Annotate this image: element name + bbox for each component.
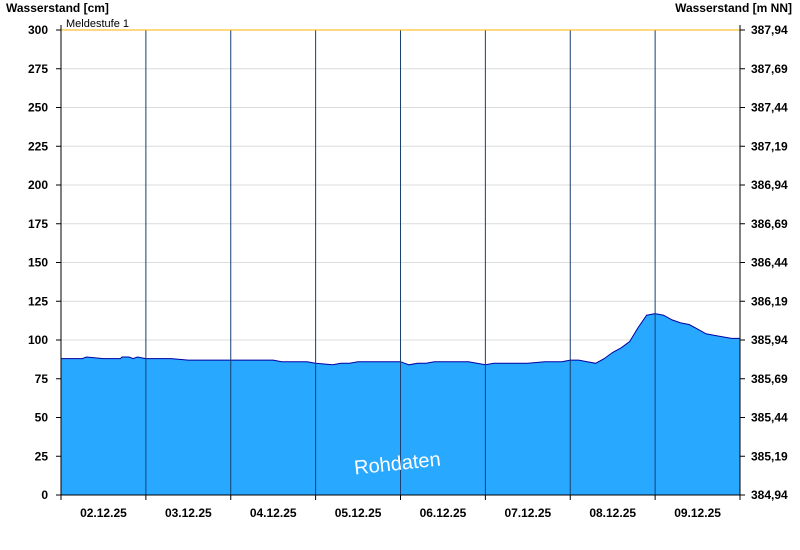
- y-tick-label-right: 385,44: [751, 411, 788, 425]
- x-tick-label: 04.12.25: [250, 506, 297, 520]
- x-tick-label: 06.12.25: [420, 506, 467, 520]
- y-tick-label-right: 387,94: [751, 23, 788, 37]
- y-tick-label-right: 387,44: [751, 101, 788, 115]
- y-ticks-left: 0 25 50 75 100 125 150 175 200 225 250 275 300: [28, 23, 48, 502]
- x-tick-label: 03.12.25: [165, 506, 212, 520]
- x-tick-label: 09.12.25: [674, 506, 721, 520]
- axes: [56, 25, 745, 500]
- y-tick-label-right: 387,19: [751, 139, 788, 153]
- threshold-layer: Meldestufe 1: [61, 18, 740, 31]
- x-ticks: 02.12.25 03.12.25 04.12.25 05.12.25 06.12.25…: [80, 506, 721, 520]
- y-tick-label-left: 175: [28, 217, 48, 231]
- day-separators: [145, 30, 656, 495]
- y-tick-label-right: 385,69: [751, 372, 788, 386]
- y-axis-title-right: Wasserstand [m NN]: [675, 1, 792, 15]
- y-ticks-right: 384,94 385,19 385,44 385,69 385,94 386,19 386,…: [751, 23, 788, 502]
- series-line: [61, 313, 740, 366]
- y-tick-label-left: 250: [28, 101, 48, 115]
- y-tick-label-right: 384,94: [751, 488, 788, 502]
- y-tick-label-left: 200: [28, 178, 48, 192]
- y-tick-label-left: 25: [35, 449, 49, 463]
- y-tick-label-left: 225: [28, 139, 48, 153]
- y-tick-label-left: 100: [28, 333, 48, 347]
- x-tick-label: 07.12.25: [504, 506, 551, 520]
- y-tick-label-left: 150: [28, 256, 48, 270]
- y-tick-label-right: 386,44: [751, 256, 788, 270]
- y-tick-label-right: 386,94: [751, 178, 788, 192]
- x-tick-label: 05.12.25: [335, 506, 382, 520]
- y-tick-label-right: 387,69: [751, 62, 788, 76]
- y-axis-title-left: Wasserstand [cm]: [6, 1, 109, 15]
- y-tick-label-right: 385,94: [751, 333, 788, 347]
- y-tick-label-right: 386,19: [751, 294, 788, 308]
- threshold-label: Meldestufe 1: [66, 18, 129, 30]
- y-tick-label-left: 125: [28, 294, 48, 308]
- y-tick-label-left: 300: [28, 23, 48, 37]
- y-tick-label-right: 385,19: [751, 449, 788, 463]
- x-tick-label: 02.12.25: [80, 506, 127, 520]
- y-tick-label-left: 75: [35, 372, 49, 386]
- y-tick-label-right: 386,69: [751, 217, 788, 231]
- y-tick-label-left: 275: [28, 62, 48, 76]
- y-tick-label-left: 0: [41, 488, 48, 502]
- x-tick-label: 08.12.25: [589, 506, 636, 520]
- y-tick-label-left: 50: [35, 411, 49, 425]
